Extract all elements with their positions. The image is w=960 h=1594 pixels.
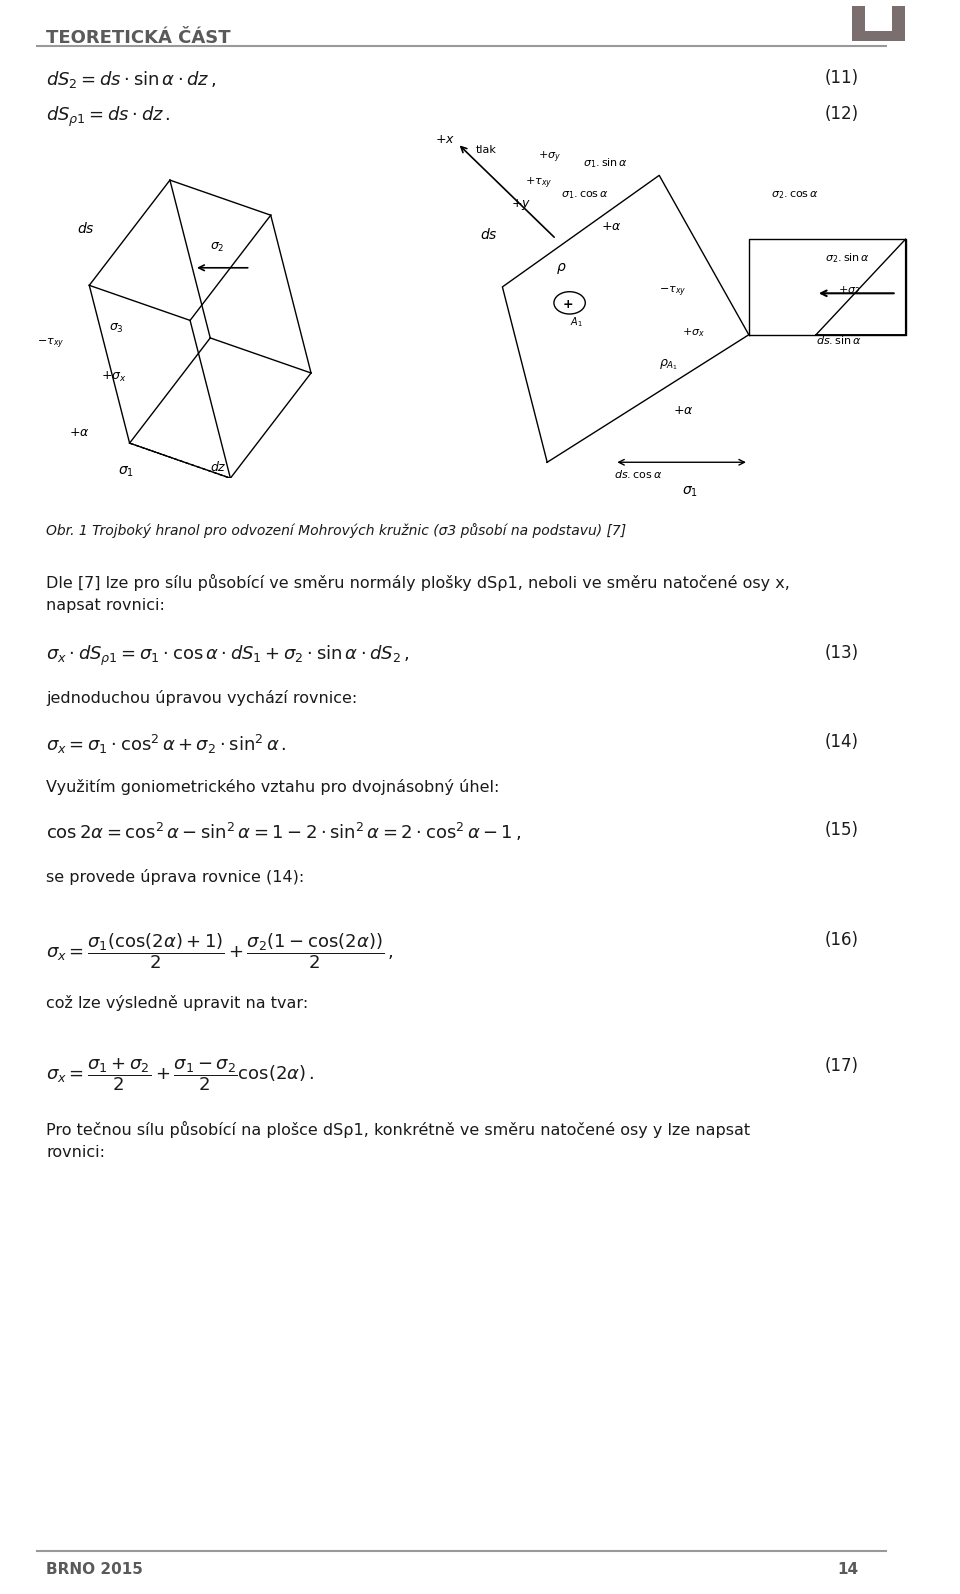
Text: $\sigma_x = \sigma_1 \cdot \cos^2\alpha + \sigma_2 \cdot \sin^2\alpha\,.$: $\sigma_x = \sigma_1 \cdot \cos^2\alpha …: [46, 733, 287, 756]
Text: $ds$: $ds$: [480, 226, 497, 242]
Text: $+\sigma_y$: $+\sigma_y$: [539, 150, 562, 166]
Text: se provede úprava rovnice (14):: se provede úprava rovnice (14):: [46, 869, 304, 885]
Text: $A_1$: $A_1$: [569, 316, 583, 328]
Text: (13): (13): [825, 644, 858, 662]
Text: $\sigma_x \cdot dS_{\rho 1} = \sigma_1 \cdot \cos\alpha \cdot dS_1 + \sigma_2 \c: $\sigma_x \cdot dS_{\rho 1} = \sigma_1 \…: [46, 644, 410, 668]
Text: $+\sigma_x$: $+\sigma_x$: [682, 325, 705, 338]
Text: $dS_{\rho 1} = ds \cdot dz\,.$: $dS_{\rho 1} = ds \cdot dz\,.$: [46, 105, 171, 129]
Text: (12): (12): [825, 105, 858, 123]
Text: $ds.\sin\alpha$: $ds.\sin\alpha$: [816, 335, 861, 346]
Text: $+x$: $+x$: [435, 134, 455, 147]
Text: $+\alpha$: $+\alpha$: [69, 426, 89, 438]
Text: $\sigma_2.\sin\alpha$: $\sigma_2.\sin\alpha$: [825, 252, 870, 265]
Text: $\sigma_1$: $\sigma_1$: [117, 465, 133, 480]
Text: jednoduchou úpravou vychází rovnice:: jednoduchou úpravou vychází rovnice:: [46, 690, 357, 706]
Text: $+\sigma_x$: $+\sigma_x$: [102, 370, 127, 384]
Text: (14): (14): [825, 733, 858, 751]
Text: $\sigma_x = \dfrac{\sigma_1(\cos(2\alpha) + 1)}{2} + \dfrac{\sigma_2(1 - \cos(2\: $\sigma_x = \dfrac{\sigma_1(\cos(2\alpha…: [46, 931, 394, 971]
Text: (17): (17): [825, 1057, 858, 1074]
Text: $\sigma_1.\sin\alpha$: $\sigma_1.\sin\alpha$: [583, 156, 628, 169]
Text: $+y$: $+y$: [512, 198, 532, 212]
Text: $-\tau_{xy}$: $-\tau_{xy}$: [36, 336, 64, 351]
Text: (11): (11): [825, 69, 858, 86]
Text: $\sigma_x = \dfrac{\sigma_1+\sigma_2}{2} + \dfrac{\sigma_1-\sigma_2}{2}\cos(2\al: $\sigma_x = \dfrac{\sigma_1+\sigma_2}{2}…: [46, 1057, 315, 1093]
FancyBboxPatch shape: [852, 6, 905, 41]
Text: což lze výsledně upravit na tvar:: což lze výsledně upravit na tvar:: [46, 995, 308, 1011]
FancyBboxPatch shape: [865, 6, 892, 30]
Text: (15): (15): [825, 821, 858, 838]
Text: $\sigma_1.\cos\alpha$: $\sigma_1.\cos\alpha$: [561, 190, 609, 201]
Text: tlak: tlak: [475, 145, 496, 155]
Text: Pro tečnou sílu působící na plošce dSρ1, konkrétně ve směru natočené osy y lze n: Pro tečnou sílu působící na plošce dSρ1,…: [46, 1121, 751, 1160]
Text: 14: 14: [837, 1562, 858, 1576]
Text: $dS_2 = ds \cdot \sin\alpha \cdot dz\,,$: $dS_2 = ds \cdot \sin\alpha \cdot dz\,,$: [46, 69, 216, 89]
Text: $+\sigma_2$: $+\sigma_2$: [838, 284, 861, 296]
Text: $-\tau_{xy}$: $-\tau_{xy}$: [660, 285, 686, 300]
Text: $+\tau_{xy}$: $+\tau_{xy}$: [525, 175, 552, 191]
Text: $\cos 2\alpha = \cos^2\alpha - \sin^2\alpha = 1 - 2\cdot\sin^2\alpha = 2\cdot\co: $\cos 2\alpha = \cos^2\alpha - \sin^2\al…: [46, 821, 521, 843]
Text: $\sigma_1$: $\sigma_1$: [682, 485, 698, 499]
Text: BRNO 2015: BRNO 2015: [46, 1562, 143, 1576]
Text: Využitím goniometrického vztahu pro dvojnásobný úhel:: Využitím goniometrického vztahu pro dvoj…: [46, 779, 499, 795]
Text: (16): (16): [825, 931, 858, 948]
Text: $\rho$: $\rho$: [556, 261, 566, 276]
Text: $\sigma_3$: $\sigma_3$: [109, 322, 124, 335]
Text: Dle [7] lze pro sílu působící ve směru normály plošky dSρ1, neboli ve směru nato: Dle [7] lze pro sílu působící ve směru n…: [46, 574, 790, 614]
Text: $dz$: $dz$: [210, 461, 227, 473]
Text: $+\alpha$: $+\alpha$: [673, 405, 693, 418]
Text: $+\alpha$: $+\alpha$: [601, 220, 621, 233]
Text: $ds.\cos\alpha$: $ds.\cos\alpha$: [614, 469, 662, 480]
Text: Obr. 1 Trojboký hranol pro odvození Mohrových kružnic (σ3 působí na podstavu) [7: Obr. 1 Trojboký hranol pro odvození Mohr…: [46, 523, 626, 537]
Text: TEORETICKÁ ČÁST: TEORETICKÁ ČÁST: [46, 29, 230, 46]
Text: $\sigma_2$: $\sigma_2$: [210, 241, 225, 255]
Text: $\sigma_2.\cos\alpha$: $\sigma_2.\cos\alpha$: [771, 190, 819, 201]
Text: $\rho_{A_1}$: $\rho_{A_1}$: [660, 357, 679, 371]
Text: $ds$: $ds$: [77, 220, 95, 236]
Text: +: +: [563, 298, 573, 311]
